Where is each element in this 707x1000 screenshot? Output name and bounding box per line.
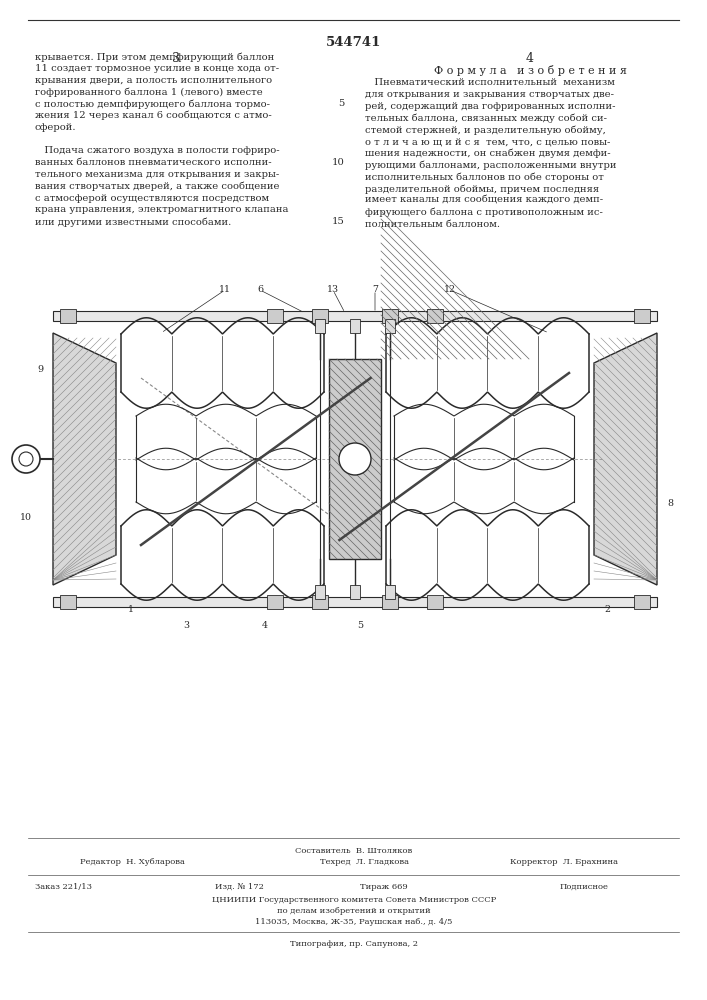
Text: 12: 12: [444, 286, 456, 294]
Text: разделительной обоймы, причем последняя: разделительной обоймы, причем последняя: [365, 184, 599, 194]
Text: для открывания и закрывания створчатых две-: для открывания и закрывания створчатых д…: [365, 90, 614, 99]
Circle shape: [12, 445, 40, 473]
Bar: [382, 595, 398, 609]
Text: Пневматический исполнительный  механизм: Пневматический исполнительный механизм: [365, 78, 615, 87]
Text: 10: 10: [20, 512, 32, 522]
Bar: [267, 595, 283, 609]
Bar: [427, 595, 443, 609]
Bar: [350, 319, 360, 333]
Text: тельного механизма для открывания и закры-: тельного механизма для открывания и закр…: [35, 170, 279, 179]
Text: гофрированного баллона 1 (левого) вместе: гофрированного баллона 1 (левого) вместе: [35, 87, 263, 97]
Text: 1: 1: [128, 605, 134, 614]
Bar: [267, 309, 283, 323]
Bar: [385, 319, 395, 333]
Text: 113035, Москва, Ж-35, Раушская наб., д. 4/5: 113035, Москва, Ж-35, Раушская наб., д. …: [255, 918, 452, 926]
Bar: [427, 309, 443, 323]
Text: крывается. При этом демпфирующий баллон: крывается. При этом демпфирующий баллон: [35, 52, 274, 62]
Text: вания створчатых дверей, а также сообщение: вания створчатых дверей, а также сообщен…: [35, 182, 279, 191]
Text: ванных баллонов пневматического исполни-: ванных баллонов пневматического исполни-: [35, 158, 271, 167]
Bar: [53, 311, 657, 321]
Circle shape: [339, 443, 371, 475]
Text: 15: 15: [332, 217, 345, 226]
Text: о т л и ч а ю щ и й с я  тем, что, с целью повы-: о т л и ч а ю щ и й с я тем, что, с цель…: [365, 137, 610, 146]
Text: Подача сжатого воздуха в полости гофриро-: Подача сжатого воздуха в полости гофриро…: [35, 146, 280, 155]
Text: фирующего баллона с противоположным ис-: фирующего баллона с противоположным ис-: [365, 208, 603, 217]
Text: Заказ 221/13: Заказ 221/13: [35, 883, 92, 891]
Text: или другими известными способами.: или другими известными способами.: [35, 217, 231, 227]
Text: 10: 10: [332, 158, 345, 167]
Bar: [60, 595, 76, 609]
Text: с атмосферой осуществляются посредством: с атмосферой осуществляются посредством: [35, 194, 269, 203]
Text: полнительным баллоном.: полнительным баллоном.: [365, 220, 500, 229]
Text: рующими баллонами, расположенными внутри: рующими баллонами, расположенными внутри: [365, 161, 617, 170]
Text: Типография, пр. Сапунова, 2: Типография, пр. Сапунова, 2: [290, 940, 418, 948]
Text: 2: 2: [604, 605, 610, 614]
Polygon shape: [594, 333, 657, 585]
Bar: [315, 585, 325, 599]
Text: 3: 3: [183, 620, 189, 630]
Bar: [315, 319, 325, 333]
Text: Подписное: Подписное: [560, 883, 609, 891]
Text: 3: 3: [172, 52, 180, 65]
Text: 13: 13: [327, 286, 339, 294]
Bar: [385, 585, 395, 599]
Polygon shape: [53, 333, 116, 585]
Bar: [634, 595, 650, 609]
Text: Тираж 669: Тираж 669: [360, 883, 408, 891]
Bar: [382, 309, 398, 323]
Bar: [350, 585, 360, 599]
Text: 4: 4: [262, 620, 268, 630]
Text: 6: 6: [257, 286, 263, 294]
Text: Техред  Л. Гладкова: Техред Л. Гладкова: [320, 858, 409, 866]
Text: Корректор  Л. Брахнина: Корректор Л. Брахнина: [510, 858, 618, 866]
Bar: [329, 359, 381, 559]
Text: жения 12 через канал 6 сообщаются с атмо-: жения 12 через канал 6 сообщаются с атмо…: [35, 111, 271, 120]
Text: 544741: 544741: [327, 36, 382, 49]
Text: сферой.: сферой.: [35, 123, 76, 132]
Bar: [312, 309, 328, 323]
Text: имеет каналы для сообщения каждого демп-: имеет каналы для сообщения каждого демп-: [365, 196, 603, 205]
Text: 5: 5: [357, 620, 363, 630]
Text: 11: 11: [219, 286, 231, 294]
Bar: [60, 309, 76, 323]
Text: Редактор  Н. Хубларова: Редактор Н. Хубларова: [80, 858, 185, 866]
Text: ЦНИИПИ Государственного комитета Совета Министров СССР: ЦНИИПИ Государственного комитета Совета …: [212, 896, 496, 904]
Text: крана управления, электромагнитного клапана: крана управления, электромагнитного клап…: [35, 205, 288, 214]
Text: с полостью демпфирующего баллона тормо-: с полостью демпфирующего баллона тормо-: [35, 99, 270, 109]
Text: Ф о р м у л а   и з о б р е т е н и я: Ф о р м у л а и з о б р е т е н и я: [433, 65, 626, 76]
Text: крывания двери, а полость исполнительного: крывания двери, а полость исполнительног…: [35, 76, 272, 85]
Text: 9: 9: [37, 364, 43, 373]
Text: 5: 5: [339, 99, 345, 108]
Text: 11 создает тормозное усилие в конце хода от-: 11 создает тормозное усилие в конце хода…: [35, 64, 279, 73]
Text: 8: 8: [667, 499, 673, 508]
Text: тельных баллона, связанных между собой си-: тельных баллона, связанных между собой с…: [365, 113, 607, 123]
Text: рей, содержащий два гофрированных исполни-: рей, содержащий два гофрированных исполн…: [365, 102, 616, 111]
Text: 7: 7: [372, 286, 378, 294]
Circle shape: [19, 452, 33, 466]
Text: Составитель  В. Штоляков: Составитель В. Штоляков: [296, 847, 413, 855]
Text: шения надежности, он снабжен двумя демфи-: шения надежности, он снабжен двумя демфи…: [365, 149, 611, 158]
Text: исполнительных баллонов по обе стороны от: исполнительных баллонов по обе стороны о…: [365, 172, 604, 182]
Text: стемой стержней, и разделительную обойму,: стемой стержней, и разделительную обойму…: [365, 125, 606, 135]
Text: 4: 4: [526, 52, 534, 65]
Text: Изд. № 172: Изд. № 172: [215, 883, 264, 891]
Bar: [53, 597, 657, 607]
Bar: [634, 309, 650, 323]
Bar: [312, 595, 328, 609]
Text: по делам изобретений и открытий: по делам изобретений и открытий: [277, 907, 431, 915]
